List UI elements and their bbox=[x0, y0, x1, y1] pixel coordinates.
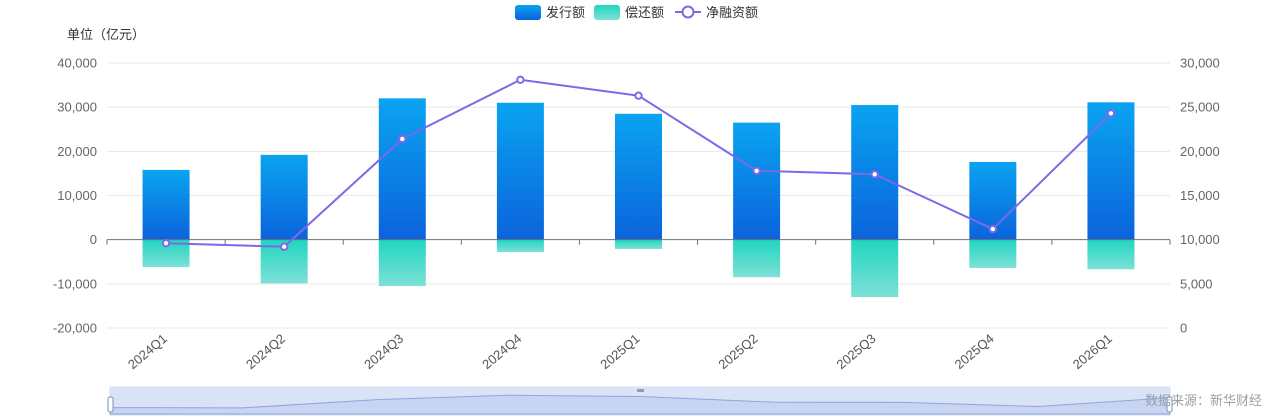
issue-bar bbox=[1087, 102, 1135, 240]
bars bbox=[142, 98, 1135, 298]
slider-move-handle-icon[interactable] bbox=[637, 389, 644, 392]
slider-left-handle[interactable] bbox=[107, 396, 114, 413]
repay-bar bbox=[733, 239, 781, 278]
net-financing-point bbox=[752, 166, 761, 175]
x-tick-label: 2024Q1 bbox=[125, 331, 170, 372]
data-zoom-slider[interactable] bbox=[107, 386, 1173, 416]
net-financing-line bbox=[161, 75, 1116, 251]
repay-bar bbox=[851, 239, 899, 298]
issue-bar bbox=[142, 169, 190, 240]
net-financing-point bbox=[161, 239, 171, 248]
net-financing-point bbox=[870, 170, 879, 179]
slider-right-handle[interactable] bbox=[1166, 396, 1173, 413]
x-tick-label: 2025Q3 bbox=[834, 331, 879, 372]
y-left-tick-label: 10,000 bbox=[57, 188, 97, 203]
net-financing-point bbox=[279, 242, 289, 251]
x-axis-labels: 2024Q1 2024Q2 2024Q3 2024Q4 2025Q1 2025Q2 2025… bbox=[125, 331, 1115, 372]
data-source-note: 数据来源：新华财经 bbox=[1145, 393, 1262, 408]
legend-item-net[interactable]: 净融资额 bbox=[675, 5, 758, 20]
y-right-tick-label: 30,000 bbox=[1180, 56, 1220, 71]
y-right-tick-label: 15,000 bbox=[1180, 188, 1220, 203]
y-right-tick-label: 0 bbox=[1180, 321, 1187, 336]
repay-bar bbox=[378, 239, 426, 287]
x-axis bbox=[106, 239, 1171, 245]
y-left-tick-label: 20,000 bbox=[57, 144, 97, 159]
legend-marker-net bbox=[681, 5, 695, 19]
y-left-tick-label: 40,000 bbox=[57, 56, 97, 71]
y-left-tick-label: 30,000 bbox=[57, 100, 97, 115]
legend-label-net: 净融资额 bbox=[706, 5, 758, 20]
x-tick-label: 2025Q4 bbox=[952, 331, 997, 372]
issue-bar bbox=[615, 113, 662, 240]
repay-bar bbox=[1087, 239, 1135, 270]
issue-bar bbox=[733, 122, 781, 240]
y-left-tick-label: 0 bbox=[90, 232, 97, 247]
issue-bar bbox=[260, 154, 308, 240]
y-right-tick-label: 25,000 bbox=[1180, 100, 1220, 115]
unit-label: 单位（亿元） bbox=[67, 27, 145, 42]
y-right-tick-label: 5,000 bbox=[1180, 276, 1213, 291]
legend-swatch-issue bbox=[515, 5, 541, 20]
x-tick-label: 2024Q3 bbox=[361, 331, 406, 372]
net-financing-point bbox=[398, 134, 407, 144]
x-tick-label: 2025Q1 bbox=[597, 331, 642, 372]
net-financing-point bbox=[988, 224, 998, 234]
repay-bar bbox=[969, 239, 1017, 268]
x-tick-label: 2024Q2 bbox=[243, 331, 288, 372]
y-right-tick-label: 20,000 bbox=[1180, 144, 1220, 159]
y-left-tick-label: -10,000 bbox=[53, 276, 97, 291]
y-right-tick-label: 10,000 bbox=[1180, 232, 1220, 247]
legend-label-issue: 发行额 bbox=[546, 5, 585, 20]
x-tick-label: 2026Q1 bbox=[1070, 331, 1115, 372]
legend-item-issue[interactable]: 发行额 bbox=[515, 5, 585, 20]
net-financing-point bbox=[1106, 109, 1116, 118]
net-financing-point bbox=[634, 91, 643, 100]
right-axis: 30,000 25,000 20,000 15,000 10,000 5,000 0 bbox=[1180, 56, 1220, 336]
y-left-tick-label: -20,000 bbox=[53, 321, 97, 336]
repay-bar bbox=[615, 239, 662, 249]
x-tick-label: 2025Q2 bbox=[715, 331, 760, 372]
x-tick-label: 2024Q4 bbox=[479, 331, 524, 372]
left-axis: 40,000 30,000 20,000 10,000 0 -10,000 -20,000 bbox=[53, 56, 97, 336]
repay-bar bbox=[496, 239, 544, 253]
issue-bar bbox=[496, 102, 544, 240]
legend-swatch-repay bbox=[594, 5, 620, 20]
issue-bar bbox=[378, 98, 426, 240]
legend-item-repay[interactable]: 偿还额 bbox=[594, 5, 664, 20]
net-financing-point bbox=[516, 75, 525, 84]
legend: 发行额 偿还额 净融资额 bbox=[515, 5, 758, 20]
legend-label-repay: 偿还额 bbox=[625, 5, 664, 20]
